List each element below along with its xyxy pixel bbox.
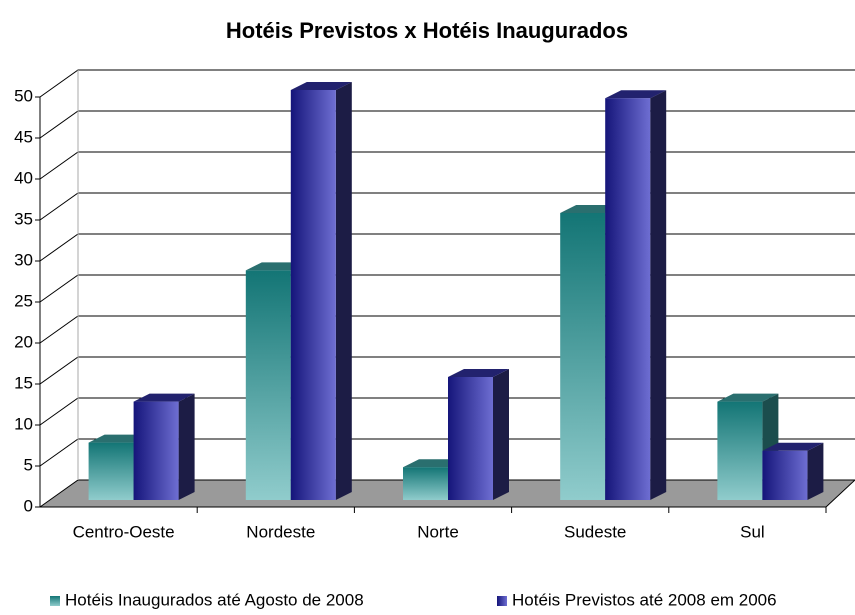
bar-top bbox=[717, 393, 779, 402]
bar-side bbox=[493, 369, 509, 500]
x-tick-label: Sudeste bbox=[564, 522, 626, 541]
bar bbox=[560, 213, 606, 500]
grid-line bbox=[39, 233, 855, 262]
legend-label: Hotéis Previstos até 2008 em 2006 bbox=[512, 590, 777, 609]
y-tick-label: 45 bbox=[14, 127, 33, 146]
legend-label: Hotéis Inaugurados até Agosto de 2008 bbox=[65, 590, 364, 609]
bar-side bbox=[807, 442, 824, 500]
grid-line bbox=[39, 69, 855, 98]
x-tick-label: Centro-Oeste bbox=[73, 522, 175, 541]
y-tick-label: 10 bbox=[14, 414, 33, 433]
bar-side bbox=[650, 90, 667, 500]
bar bbox=[133, 401, 179, 500]
bar bbox=[605, 98, 651, 500]
bar bbox=[290, 90, 336, 500]
y-tick-label: 20 bbox=[14, 332, 33, 351]
grid-line bbox=[39, 192, 855, 221]
y-tick-label: 50 bbox=[14, 86, 33, 105]
bar-top bbox=[605, 90, 667, 99]
y-tick-label: 35 bbox=[14, 209, 33, 228]
bar-top bbox=[762, 442, 824, 451]
grid-line bbox=[39, 110, 855, 139]
grid-line bbox=[39, 315, 855, 344]
bar-side bbox=[335, 82, 352, 500]
bar-top bbox=[448, 369, 509, 377]
x-tick-label: Norte bbox=[417, 522, 459, 541]
bar-top bbox=[133, 393, 195, 402]
bar-top bbox=[290, 82, 352, 90]
legend-swatch bbox=[50, 596, 60, 606]
y-tick-label: 0 bbox=[24, 496, 33, 515]
x-tick-label: Nordeste bbox=[246, 522, 315, 541]
y-tick-label: 40 bbox=[14, 168, 33, 187]
bar-side bbox=[178, 393, 195, 500]
y-tick-label: 15 bbox=[14, 373, 33, 392]
grid-line bbox=[39, 356, 855, 385]
bar bbox=[88, 442, 134, 500]
y-tick-label: 25 bbox=[14, 291, 33, 310]
legend-swatch bbox=[497, 596, 507, 606]
chart-title: Hotéis Previstos x Hotéis Inaugurados bbox=[226, 18, 628, 43]
bar bbox=[717, 401, 763, 500]
y-tick-label: 30 bbox=[14, 250, 33, 269]
bar bbox=[762, 450, 808, 500]
y-tick-label: 5 bbox=[24, 455, 33, 474]
grid-line bbox=[39, 274, 855, 303]
x-tick-label: Sul bbox=[740, 522, 765, 541]
bar bbox=[403, 467, 448, 500]
grid-line bbox=[39, 151, 855, 180]
bar bbox=[448, 377, 493, 500]
bar bbox=[245, 270, 291, 500]
